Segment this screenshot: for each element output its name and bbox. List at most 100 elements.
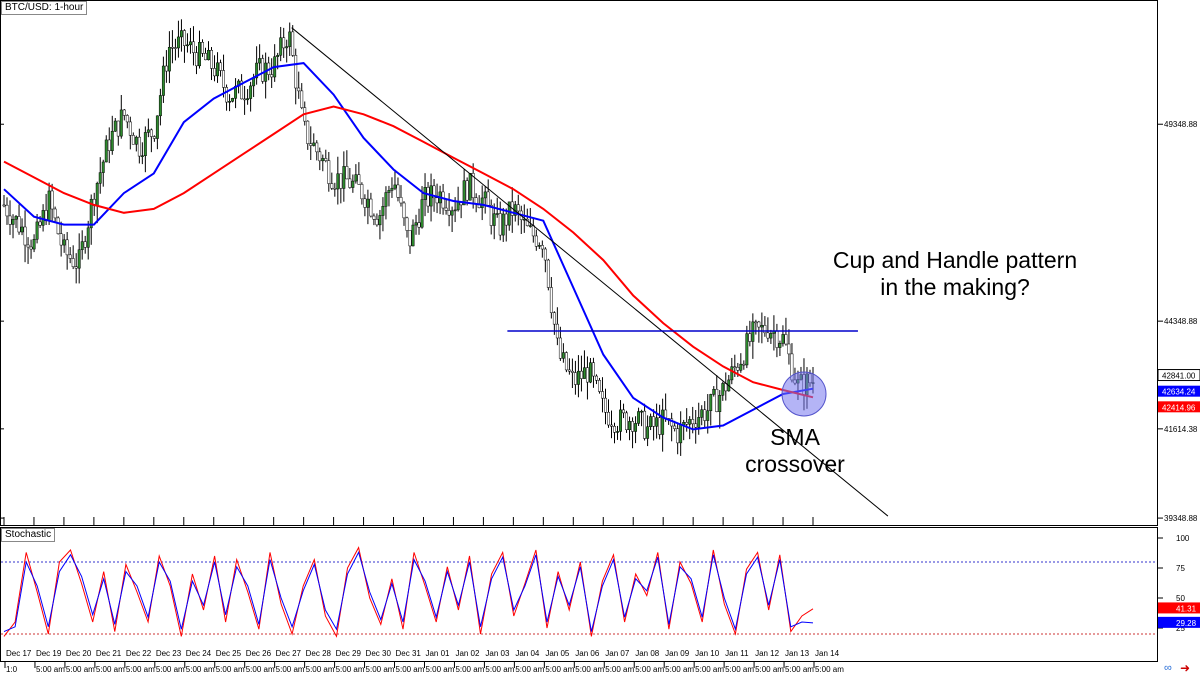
time-tick-label: 5:00 am <box>635 665 664 674</box>
candle-body <box>628 421 631 430</box>
candle-body <box>285 46 289 49</box>
candle-body <box>56 217 60 235</box>
candle-body <box>198 42 201 67</box>
candle-body <box>736 367 740 371</box>
x-tick-label: Jan 01 <box>425 649 450 658</box>
candle-body <box>192 41 195 53</box>
candle-body <box>625 412 628 430</box>
candle-body <box>760 325 764 328</box>
candle-body <box>53 208 57 219</box>
candle-body <box>709 394 713 412</box>
candle-body <box>219 62 222 71</box>
stochastic-title: Stochastic <box>1 528 56 542</box>
candle-body <box>143 132 147 156</box>
candle-body <box>291 31 295 56</box>
x-tick-label: Dec 31 <box>396 649 422 658</box>
candle-body <box>372 215 376 220</box>
price-tag-label: 42414.96 <box>1162 403 1196 412</box>
time-tick-label: 5:00 am <box>66 665 95 674</box>
candle-body <box>622 409 625 414</box>
candle-body <box>210 50 213 69</box>
x-tick-label: Jan 07 <box>605 649 630 658</box>
candle-body <box>561 352 565 359</box>
stoch-y-tick-label: 75 <box>1176 564 1185 573</box>
time-tick-label: 5:00 am <box>455 665 484 674</box>
candle-body <box>582 367 586 379</box>
x-tick-label: Jan 08 <box>635 649 660 658</box>
candle-body <box>598 380 601 392</box>
x-tick-label: Dec 22 <box>126 649 152 658</box>
price-tag-label: 42841.00 <box>1162 372 1196 381</box>
candle-body <box>5 204 9 217</box>
arrow-right-icon[interactable]: ➜ <box>1180 661 1191 675</box>
candle-body <box>585 367 589 383</box>
candle-body <box>540 245 544 250</box>
candle-body <box>676 428 680 444</box>
candle-body <box>420 199 424 228</box>
candle-body <box>149 129 153 137</box>
candle-body <box>59 233 63 246</box>
link-icon[interactable]: ∞ <box>1164 662 1172 674</box>
candle-body <box>158 95 162 117</box>
time-tick-label: 5:00 am <box>605 665 634 674</box>
candle-body <box>507 201 511 226</box>
candle-body <box>336 173 340 190</box>
candle-body <box>528 225 532 227</box>
candle-body <box>465 180 469 201</box>
candle-body <box>270 74 274 78</box>
candle-body <box>498 213 502 236</box>
candle-body <box>240 80 244 100</box>
candle-body <box>315 142 319 153</box>
time-tick-label: 5:00 am <box>186 665 215 674</box>
candle-body <box>77 249 81 269</box>
candle-body <box>787 343 791 355</box>
candle-body <box>595 375 598 381</box>
candle-body <box>393 184 397 189</box>
candle-body <box>546 259 550 288</box>
y-tick-label: 39348.88 <box>1164 514 1198 523</box>
price-tag <box>1157 369 1200 382</box>
candle-body <box>71 258 75 267</box>
candle-body <box>246 98 250 101</box>
candle-body <box>20 226 24 233</box>
time-tick-label: 5:00 am <box>276 665 305 674</box>
candle-body <box>613 426 616 433</box>
stochastic-plot <box>3 546 814 638</box>
candle-body <box>86 227 90 248</box>
stoch-y-tick-label: 50 <box>1176 594 1185 603</box>
candle-body <box>378 215 382 226</box>
candle-body <box>173 47 177 49</box>
time-tick-label: 5:00 am <box>96 665 125 674</box>
candle-body <box>411 224 415 247</box>
time-tick-label: 5:00 am <box>425 665 454 674</box>
candle-body <box>652 416 656 427</box>
candle-body <box>137 136 141 157</box>
candle-body <box>167 47 171 72</box>
time-tick-label: 5:00 am <box>515 665 544 674</box>
candle-body <box>784 334 788 345</box>
candle-body <box>8 215 12 225</box>
candle-body <box>369 198 373 217</box>
candle-body <box>216 62 219 77</box>
candle-body <box>757 321 761 328</box>
candle-body <box>453 209 457 212</box>
candle-body <box>327 160 331 184</box>
candle-body <box>408 230 412 247</box>
candle-body <box>721 383 725 396</box>
candle-body <box>288 31 292 47</box>
candle-body <box>640 410 644 413</box>
candle-body <box>68 254 72 259</box>
time-tick-label: 5:00 am <box>126 665 155 674</box>
candle-body <box>504 213 508 226</box>
candle-body <box>255 62 259 79</box>
candle-body <box>189 41 192 46</box>
candle-body <box>537 245 541 247</box>
candle-body <box>471 173 475 198</box>
x-tick-label: Dec 26 <box>246 649 272 658</box>
candle-body <box>354 174 358 182</box>
candle-body <box>387 190 391 193</box>
candle-body <box>525 218 529 226</box>
x-tick-label: Jan 09 <box>665 649 690 658</box>
candle-body <box>140 155 144 157</box>
candle-body <box>712 388 716 395</box>
